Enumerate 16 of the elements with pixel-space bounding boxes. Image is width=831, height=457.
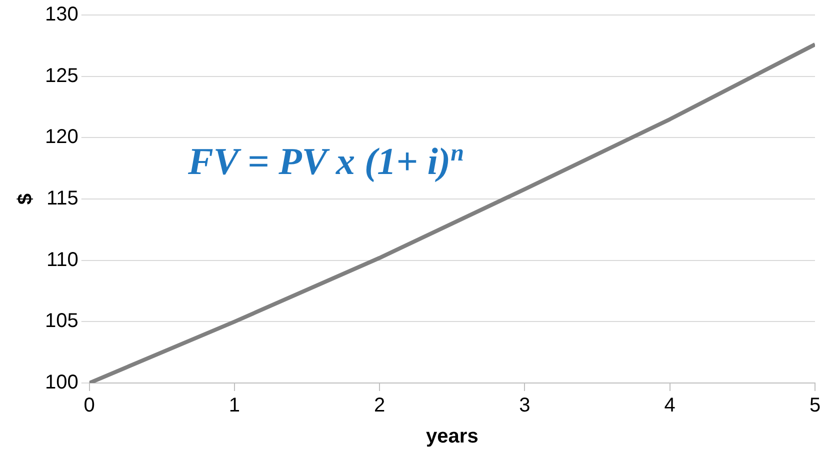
- x-axis-title: years: [426, 426, 478, 448]
- x-tick-label: 5: [809, 394, 821, 417]
- y-tick-label: 110: [46, 248, 78, 271]
- y-tick-label: 125: [44, 64, 78, 87]
- y-tick-label: 120: [44, 126, 78, 148]
- y-tick-label: 130: [44, 4, 78, 26]
- x-tick-label: 0: [84, 394, 95, 417]
- y-tick-label: 105: [44, 310, 78, 332]
- x-tick-label: 4: [664, 394, 676, 417]
- x-tick-label: 2: [374, 394, 386, 417]
- x-tick-label: 3: [519, 394, 530, 417]
- y-tick-label: 115: [46, 188, 78, 210]
- y-axis-title: $: [14, 193, 37, 205]
- x-tick-label: 1: [228, 394, 240, 417]
- y-tick-label: 100: [44, 372, 78, 394]
- annotation: FV = PV x (1+ i)$^{n}$: [188, 140, 464, 184]
